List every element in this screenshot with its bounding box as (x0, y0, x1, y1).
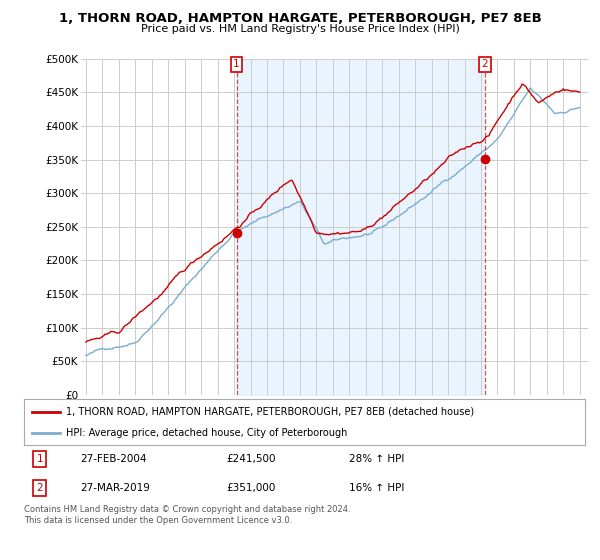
Text: 1: 1 (37, 454, 43, 464)
Text: Price paid vs. HM Land Registry's House Price Index (HPI): Price paid vs. HM Land Registry's House … (140, 24, 460, 34)
Text: 1: 1 (233, 59, 240, 69)
Text: 2: 2 (481, 59, 488, 69)
Text: 27-MAR-2019: 27-MAR-2019 (80, 483, 150, 493)
Text: £351,000: £351,000 (226, 483, 275, 493)
Text: 28% ↑ HPI: 28% ↑ HPI (349, 454, 405, 464)
Text: Contains HM Land Registry data © Crown copyright and database right 2024.
This d: Contains HM Land Registry data © Crown c… (24, 505, 350, 525)
Text: HPI: Average price, detached house, City of Peterborough: HPI: Average price, detached house, City… (66, 428, 347, 438)
Text: 16% ↑ HPI: 16% ↑ HPI (349, 483, 405, 493)
Text: 1, THORN ROAD, HAMPTON HARGATE, PETERBOROUGH, PE7 8EB: 1, THORN ROAD, HAMPTON HARGATE, PETERBOR… (59, 12, 541, 25)
Text: 27-FEB-2004: 27-FEB-2004 (80, 454, 146, 464)
Text: 1, THORN ROAD, HAMPTON HARGATE, PETERBOROUGH, PE7 8EB (detached house): 1, THORN ROAD, HAMPTON HARGATE, PETERBOR… (66, 407, 474, 417)
Text: 2: 2 (37, 483, 43, 493)
Text: £241,500: £241,500 (226, 454, 275, 464)
